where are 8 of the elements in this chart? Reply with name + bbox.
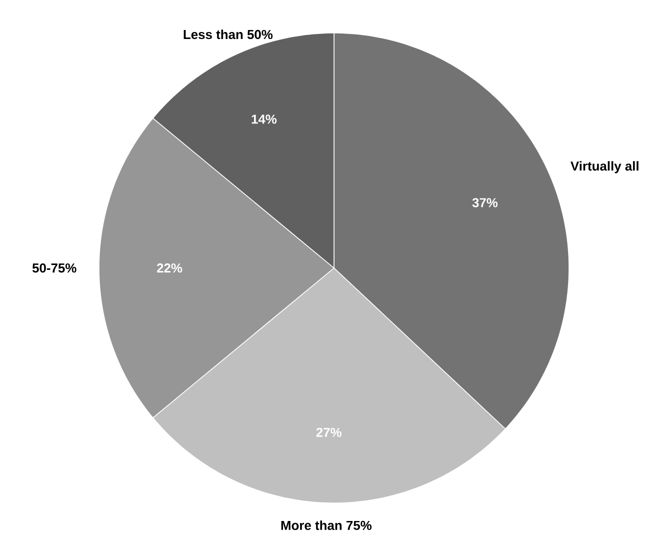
slice-label: Virtually all: [570, 161, 638, 174]
data-label: 37%: [472, 198, 498, 208]
data-label: 22%: [156, 263, 182, 273]
slice-label: More than 75%: [281, 520, 372, 530]
data-label: 27%: [316, 428, 342, 437]
slice-label: 50-75%: [32, 263, 76, 273]
slice-label: Less than 50%: [184, 30, 273, 40]
data-label: 14%: [252, 114, 277, 124]
